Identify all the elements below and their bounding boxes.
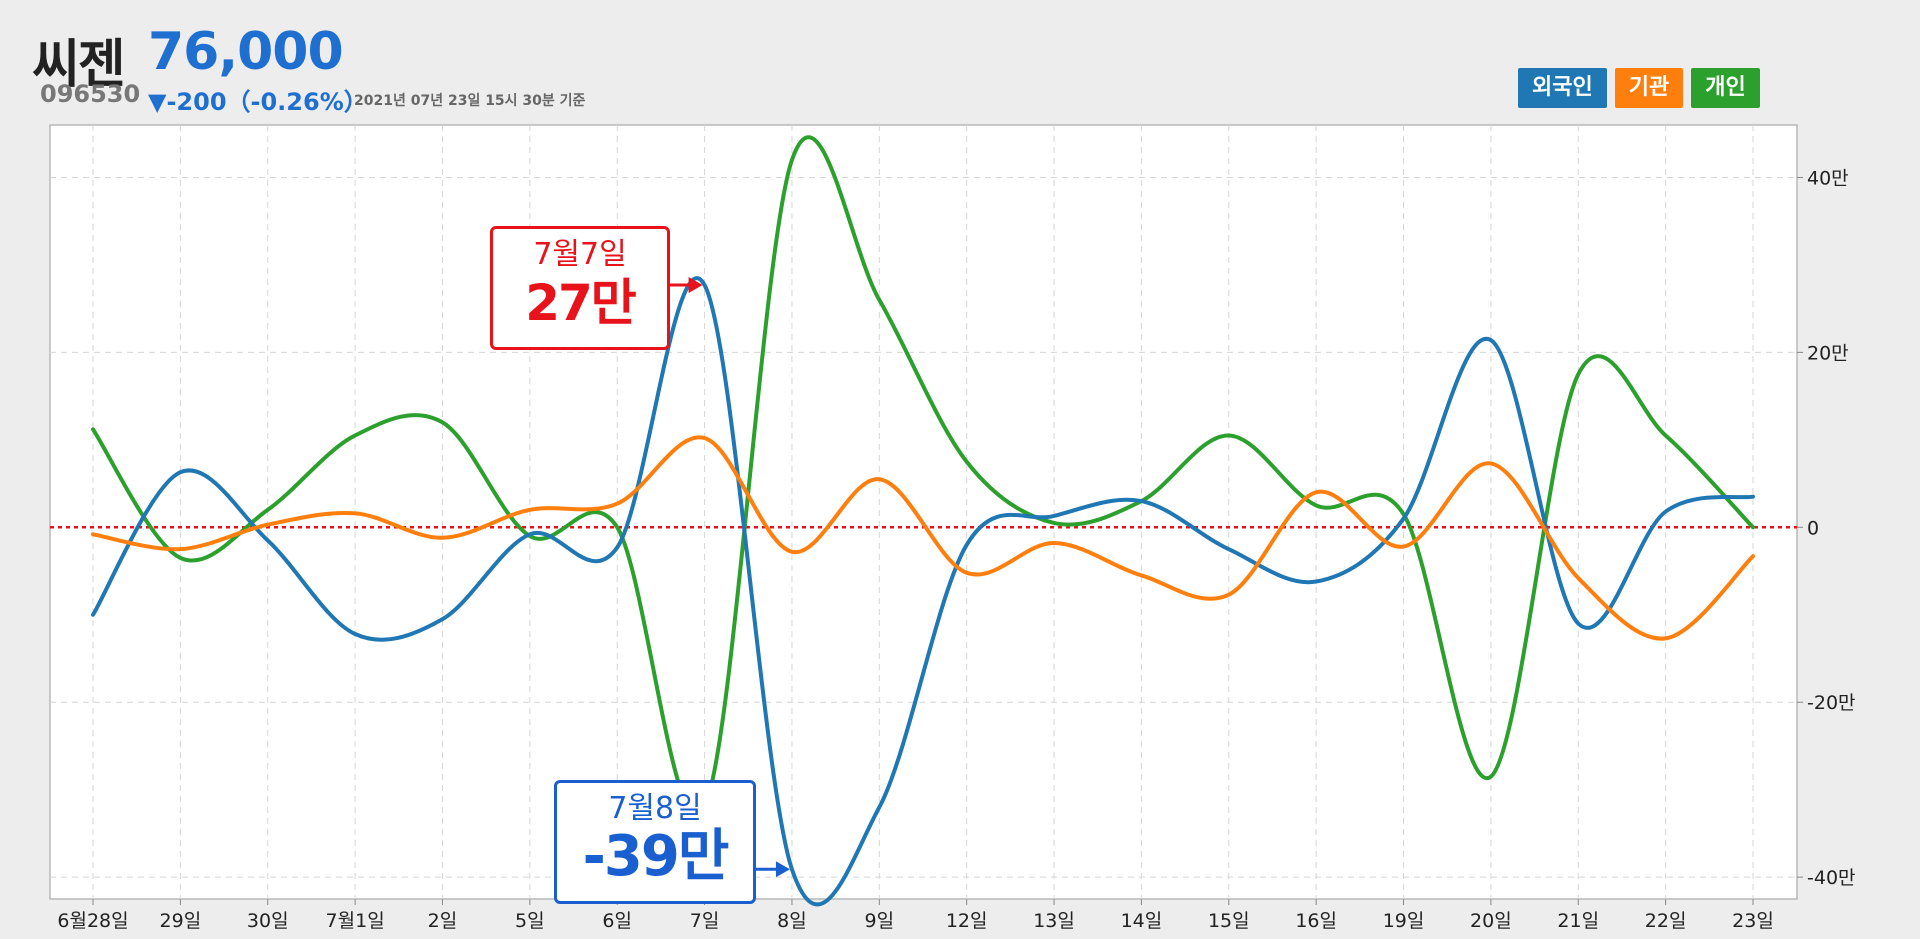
x-tick-label: 6일 — [602, 910, 632, 932]
x-tick-label: 14일 — [1121, 910, 1163, 932]
legend-item-individual[interactable]: 개인 — [1691, 68, 1760, 108]
x-tick-label: 23일 — [1732, 910, 1774, 932]
y-tick-label: 20만 — [1807, 342, 1849, 364]
max-callout-arrowhead — [688, 277, 703, 294]
max-value-callout: 7월7일 27만 — [490, 226, 670, 350]
x-tick-label: 8일 — [777, 910, 807, 932]
series-line-individual — [91, 135, 1755, 818]
chart-legend: 외국인 기관 개인 — [1518, 68, 1760, 108]
max-callout-date: 7월7일 — [533, 237, 627, 272]
x-tick-label: 7월1일 — [326, 910, 385, 932]
min-callout-value: -39만 — [582, 824, 730, 889]
x-tick-label: 5일 — [515, 910, 545, 932]
as-of-timestamp: 2021년 07년 23일 15시 30분 기준 — [354, 93, 586, 109]
x-tick-label: 22일 — [1645, 910, 1687, 932]
stock-price: 76,000 — [148, 22, 344, 82]
x-tick-label: 6월28일 — [57, 910, 128, 932]
x-tick-label: 9일 — [865, 910, 895, 932]
y-tick-label: 0 — [1807, 517, 1819, 539]
legend-item-institution[interactable]: 기관 — [1614, 68, 1684, 108]
x-tick-label: 20일 — [1470, 910, 1512, 932]
max-callout-value: 27만 — [525, 274, 637, 332]
x-tick-label: 19일 — [1383, 910, 1425, 932]
x-tick-label: 13일 — [1033, 910, 1075, 932]
y-tick-label: -40만 — [1807, 867, 1856, 889]
min-value-callout: 7월8일 -39만 — [554, 780, 756, 904]
min-callout-date: 7월8일 — [608, 791, 702, 826]
x-tick-label: 12일 — [946, 910, 988, 932]
y-tick-label: -20만 — [1807, 692, 1856, 714]
x-tick-label: 2일 — [428, 910, 458, 932]
y-tick-label: 40만 — [1807, 167, 1849, 189]
stock-name: 씨젠 — [32, 35, 126, 95]
series-line-institution — [91, 435, 1755, 641]
series-line-foreign — [91, 276, 1755, 907]
x-tick-label: 21일 — [1557, 910, 1599, 932]
x-tick-label: 30일 — [247, 910, 289, 932]
x-tick-label: 16일 — [1295, 910, 1337, 932]
price-change: ▼-200（-0.26%） — [148, 88, 368, 116]
x-tick-label: 7일 — [690, 910, 720, 932]
stock-code: 096530 — [40, 80, 141, 108]
legend-item-foreign[interactable]: 외국인 — [1518, 68, 1607, 108]
min-callout-arrowhead — [775, 861, 790, 878]
x-tick-label: 15일 — [1208, 910, 1250, 932]
x-tick-label: 29일 — [160, 910, 202, 932]
